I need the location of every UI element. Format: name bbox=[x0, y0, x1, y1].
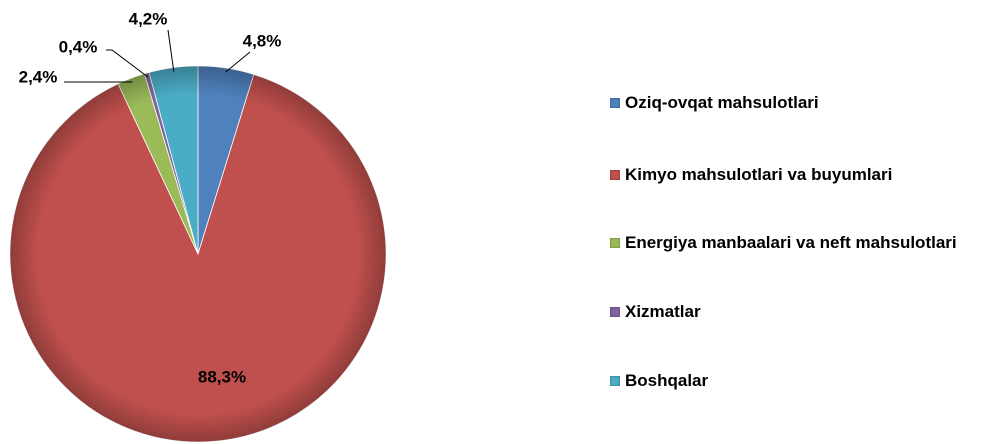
legend-label: Boshqalar bbox=[625, 371, 709, 390]
legend-label: Xizmatlar bbox=[625, 302, 701, 321]
legend-item: Xizmatlar bbox=[610, 302, 1004, 323]
legend-item: Boshqalar bbox=[610, 371, 1004, 392]
leader-line bbox=[106, 49, 149, 78]
pie-area: 4,8% 88,3% 2,4%0,4% 4,2% bbox=[9, 9, 387, 443]
leader-line bbox=[167, 29, 175, 72]
data-label: 88,3% bbox=[198, 367, 246, 386]
data-label: 0,4% bbox=[59, 37, 98, 56]
legend-label: Energiya manbaalari va neft mahsulotlari bbox=[625, 233, 957, 252]
legend-swatch bbox=[610, 307, 620, 317]
data-label: 2,4% bbox=[19, 67, 58, 86]
legend-label: Oziq-ovqat mahsulotlari bbox=[625, 93, 819, 112]
legend-swatch bbox=[610, 238, 620, 248]
legend-label: Kimyo mahsulotlari va buyumlari bbox=[625, 165, 893, 184]
leader-line bbox=[225, 51, 251, 73]
legend-swatch bbox=[610, 170, 620, 180]
data-label: 4,8% bbox=[243, 31, 282, 50]
data-label: 4,2% bbox=[129, 9, 168, 28]
legend-swatch bbox=[610, 98, 620, 108]
legend-item: Oziq-ovqat mahsulotlari bbox=[610, 93, 1004, 114]
legend-item: Kimyo mahsulotlari va buyumlari bbox=[610, 165, 1004, 186]
legend-swatch bbox=[610, 376, 620, 386]
legend-item: Energiya manbaalari va neft mahsulotlari bbox=[610, 233, 1004, 254]
